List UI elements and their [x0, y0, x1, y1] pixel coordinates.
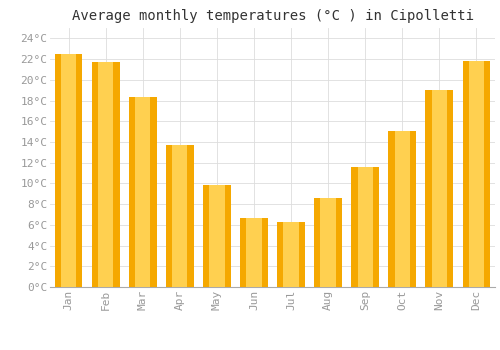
Bar: [284, 222, 298, 287]
Bar: [358, 167, 373, 287]
Bar: [203, 186, 231, 287]
Bar: [246, 218, 262, 287]
Bar: [209, 186, 224, 287]
Bar: [462, 61, 490, 287]
Bar: [320, 198, 336, 287]
Bar: [61, 54, 76, 287]
Bar: [98, 62, 114, 287]
Bar: [352, 167, 379, 287]
Bar: [129, 97, 156, 287]
Bar: [426, 90, 454, 287]
Bar: [388, 131, 416, 287]
Bar: [92, 62, 120, 287]
Bar: [240, 218, 268, 287]
Bar: [432, 90, 447, 287]
Bar: [54, 54, 82, 287]
Bar: [314, 198, 342, 287]
Bar: [135, 97, 150, 287]
Bar: [277, 222, 305, 287]
Bar: [166, 145, 194, 287]
Bar: [394, 131, 410, 287]
Bar: [172, 145, 188, 287]
Title: Average monthly temperatures (°C ) in Cipolletti: Average monthly temperatures (°C ) in Ci…: [72, 9, 473, 23]
Bar: [469, 61, 484, 287]
